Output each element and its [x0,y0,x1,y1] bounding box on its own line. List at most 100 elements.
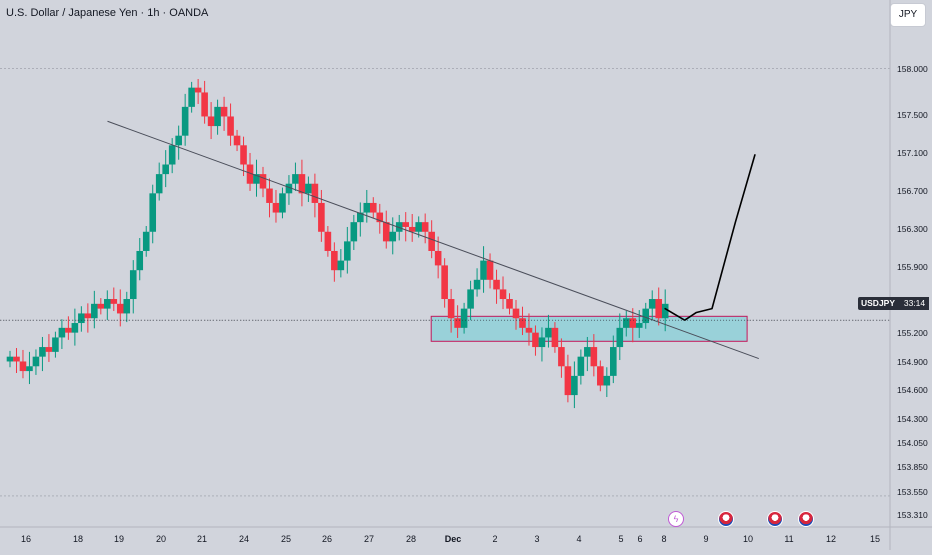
candle-body [214,106,221,127]
candle-body [227,116,234,136]
candle-body [642,308,650,324]
candle-body [305,183,312,194]
candle-body [635,323,643,328]
x-tick-label: 18 [72,534,84,544]
candle-body [142,231,150,251]
candle-body [279,193,286,213]
y-tick-label: 154.050 [897,438,928,448]
candle-body [447,299,455,319]
x-tick-label: 8 [661,534,667,544]
y-tick-label: 157.100 [897,148,928,158]
x-tick-label: 6 [637,534,643,544]
candle-body [350,222,358,242]
y-tick-label: 153.550 [897,487,928,497]
candle-body [629,318,637,328]
candle-body [525,327,533,333]
candle-body [246,164,254,184]
y-tick-label: 155.200 [897,328,928,338]
candle-body [181,106,189,136]
y-tick-label: 154.600 [897,385,928,395]
dividend-icon[interactable]: ϟ [668,511,684,527]
candle-body [6,356,14,362]
candle-body [207,116,215,127]
candle-body [357,212,364,223]
candle-body [577,356,585,376]
candle-body [441,265,448,300]
y-tick-label: 157.500 [897,110,928,120]
candle-body [324,231,332,251]
chart-title: U.S. Dollar / Japanese Yen · 1h · OANDA [6,7,209,19]
projection-path [664,154,756,321]
candle-body [292,174,299,184]
y-tick-label: 153.850 [897,462,928,472]
candle-body [590,347,598,367]
candle-body [149,193,157,232]
candle-body [71,323,79,333]
candle-body [603,375,611,386]
candle-body [648,299,656,309]
candle-body [253,174,260,184]
candle-body [104,299,111,309]
candle-body [382,222,390,242]
candle-body [376,212,384,223]
x-tick-label: 25 [280,534,292,544]
y-tick-label: 154.900 [897,357,928,367]
candle-body [473,279,481,290]
candle-body [318,202,325,232]
candle-body [661,303,669,319]
candle-body [610,347,617,376]
candle-body [532,332,539,348]
us-flag-icon[interactable] [767,511,783,527]
currency-button[interactable]: JPY [890,3,926,27]
x-tick-label: 4 [576,534,582,544]
candle-body [564,366,572,396]
candle-body [558,347,565,367]
x-tick-label: 19 [113,534,125,544]
us-flag-icon[interactable] [718,511,734,527]
trendline [107,120,759,360]
candle-body [285,183,293,194]
candle-body [616,327,624,348]
candle-body [363,202,371,213]
y-tick-label: 156.700 [897,186,928,196]
candle-body [415,222,422,232]
x-tick-label: 2 [492,534,498,544]
candle-body [220,106,228,117]
candle-body [402,222,410,227]
candle-body [129,270,137,300]
candle-body [597,366,604,386]
candle-body [298,174,306,194]
candle-body [240,145,247,165]
us-flag-icon[interactable] [798,511,814,527]
candle-body [52,337,59,352]
candle-body [84,313,92,319]
candle-body [460,308,468,328]
x-tick-label: 27 [363,534,375,544]
y-tick-label: 153.310 [897,510,928,520]
candle-body [454,318,461,328]
x-tick-label: 28 [405,534,417,544]
candle-body [467,289,474,309]
x-tick-label: 20 [155,534,167,544]
candle-body [493,279,500,290]
candle-body [551,327,559,348]
candle-body [519,318,526,328]
y-tick-label: 158.000 [897,64,928,74]
candle-body [266,188,273,203]
candle-body [506,299,513,309]
candle-body [259,174,267,189]
x-tick-label: 26 [321,534,333,544]
x-tick-label: 9 [703,534,709,544]
x-tick-label: 5 [618,534,624,544]
candle-body [622,318,630,328]
y-tick-label: 156.300 [897,224,928,234]
candle-body [26,366,33,372]
candle-body [201,92,208,117]
candle-body [584,347,591,357]
x-tick-label: 21 [196,534,208,544]
candle-body [434,250,442,266]
x-tick-label: 24 [238,534,250,544]
x-tick-label: Dec [444,534,462,544]
